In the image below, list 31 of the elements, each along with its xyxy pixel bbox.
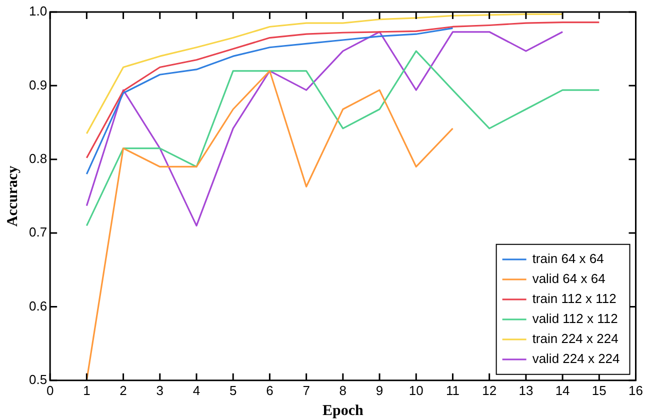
x-tick-label: 7	[302, 382, 310, 398]
y-tick-label: 0.8	[28, 150, 48, 166]
x-tick-label: 9	[376, 382, 384, 398]
y-tick-label: 0.9	[28, 77, 48, 92]
x-tick-label: 15	[592, 382, 606, 398]
x-tick-label: 10	[408, 382, 424, 398]
legend-label: train 224 x 224	[532, 330, 618, 346]
x-tick-label: 6	[266, 382, 274, 398]
x-tick-label: 14	[555, 382, 570, 398]
x-tick-label: 2	[120, 382, 127, 398]
x-axis-title: Epoch	[322, 402, 364, 419]
y-tick-label: 1.0	[28, 4, 48, 19]
x-tick-label: 11	[446, 382, 460, 398]
legend-label: train 64 x 64	[532, 250, 604, 266]
y-axis-title: Accuracy	[4, 165, 21, 227]
x-tick-label: 1	[83, 382, 90, 398]
y-tick-label: 0.5	[28, 372, 48, 387]
legend-label: valid 224 x 224	[532, 350, 620, 366]
x-tick-label: 0	[46, 382, 54, 398]
x-tick-label: 16	[628, 382, 644, 398]
x-tick-label: 12	[482, 382, 497, 398]
y-tick-label: 0.6	[28, 298, 48, 314]
legend-label: valid 64 x 64	[532, 270, 606, 286]
x-tick-label: 13	[518, 382, 534, 398]
y-tick-label: 0.7	[28, 224, 48, 240]
x-tick-label: 5	[229, 382, 237, 398]
x-tick-label: 8	[339, 382, 347, 398]
legend-label: valid 112 x 112	[532, 310, 618, 326]
x-tick-label: 4	[192, 382, 200, 398]
legend-label: train 112 x 112	[532, 290, 616, 306]
x-tick-label: 3	[156, 382, 164, 398]
